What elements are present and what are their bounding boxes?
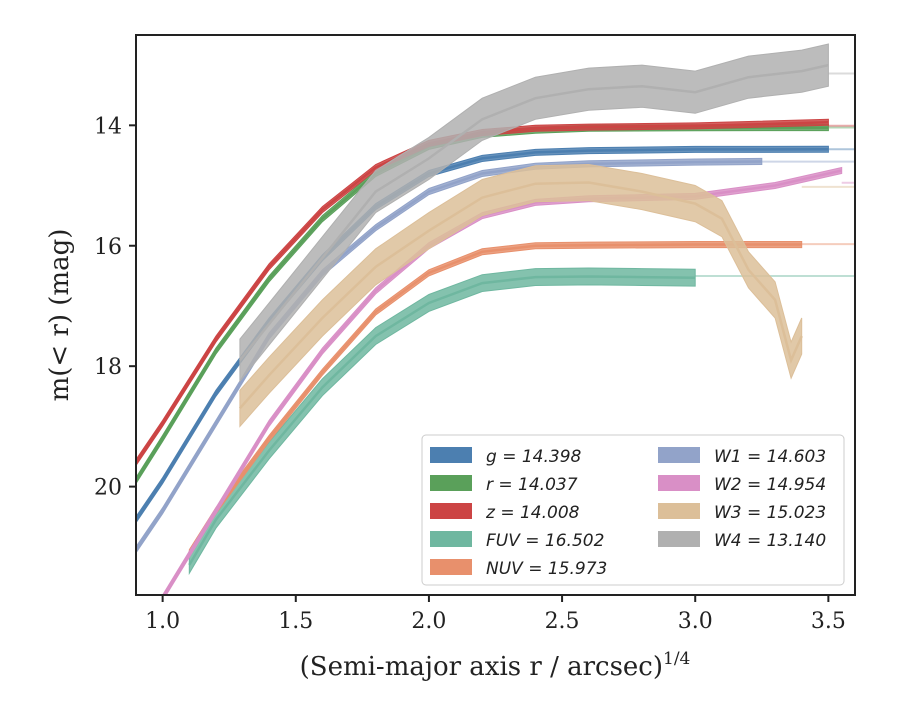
series-7-line [238, 181, 803, 410]
x-axis-title: (Semi-major axis r / arcsec)1/4 [300, 649, 691, 682]
series-7-band [239, 163, 803, 428]
y-tick-label-0: 14 [94, 114, 122, 139]
series-3-band [188, 267, 696, 576]
series-3-line [188, 275, 696, 566]
series-5-line [136, 160, 762, 551]
plot-frame [135, 34, 856, 596]
legend-label-7: W3 = 15.023 [714, 503, 826, 523]
legend-swatch-5 [658, 447, 700, 463]
y-tick-label-2: 18 [94, 355, 122, 380]
series-4-band [188, 241, 803, 558]
series-8-line [238, 63, 829, 361]
legend-swatch-6 [658, 475, 700, 491]
legend-swatch-2 [430, 503, 472, 519]
x-tick-label-5: 3.5 [811, 609, 846, 634]
legend-swatch-0 [430, 447, 472, 463]
legend-swatch-3 [430, 531, 472, 547]
legend-swatch-7 [658, 503, 700, 519]
legend-label-0: g = 14.398 [486, 447, 582, 467]
x-tick-label-3: 2.5 [545, 609, 580, 634]
legend-label-8: W4 = 13.140 [714, 531, 826, 551]
legend-swatch-8 [658, 531, 700, 547]
ticks-layer: 1.0 1.5 2.0 2.5 3.0 3.5 14 16 18 20 [94, 114, 846, 634]
legend-label-6: W2 = 14.954 [714, 475, 826, 495]
series-layer [136, 43, 855, 595]
legend-label-3: FUV = 16.502 [486, 531, 604, 551]
y-tick-label-3: 20 [94, 476, 122, 501]
legend-label-1: r = 14.037 [486, 475, 578, 495]
y-axis-title: m(< r) (mag) [45, 229, 75, 402]
legend-label-2: z = 14.008 [485, 503, 580, 523]
y-tick-label-1: 16 [94, 235, 122, 260]
legend-label-4: NUV = 15.973 [486, 559, 607, 579]
x-tick-label-4: 3.0 [678, 609, 713, 634]
series-4-line [188, 243, 802, 554]
x-axis-title-exponent: 1/4 [663, 649, 690, 669]
legend-swatch-4 [430, 559, 472, 575]
legend-box [421, 434, 845, 586]
x-tick-label-2: 2.0 [411, 609, 446, 634]
x-tick-label-1: 1.5 [278, 609, 313, 634]
legend-swatch-1 [430, 475, 472, 491]
series-1-band [136, 123, 829, 485]
series-2-band [136, 118, 829, 467]
series-6-band [162, 166, 843, 595]
x-tick-label-0: 1.0 [145, 609, 180, 634]
legend: g = 14.398 r = 14.037 z = 14.008 FUV = 16.5… [421, 434, 845, 586]
legend-label-5: W1 = 14.603 [714, 447, 826, 467]
x-axis-title-text: (Semi-major axis r / arcsec) [300, 652, 663, 682]
